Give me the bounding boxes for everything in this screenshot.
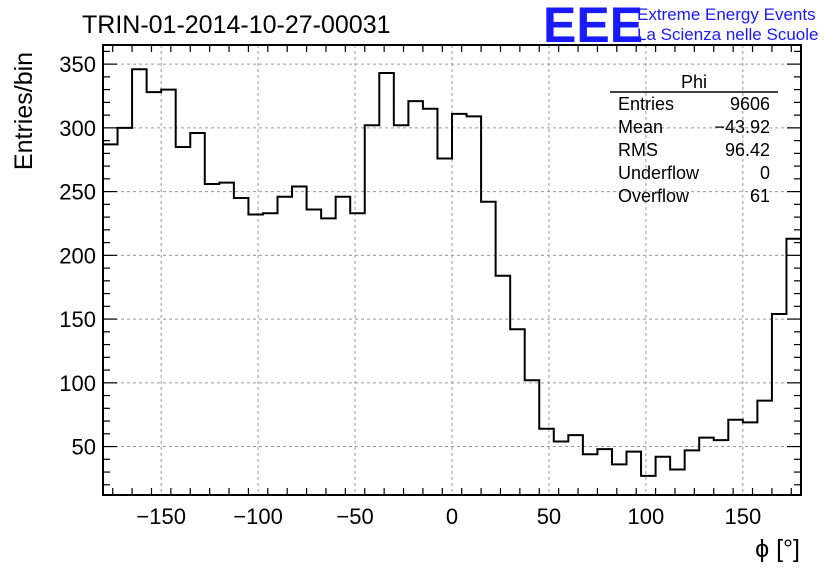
- y-tick-label: 350: [59, 52, 96, 77]
- x-tick-label: 100: [628, 504, 665, 529]
- y-tick-label: 100: [59, 371, 96, 396]
- logo-line-1: Extreme Energy Events: [637, 5, 816, 24]
- stats-label: Underflow: [618, 163, 700, 183]
- stats-label: RMS: [618, 140, 658, 160]
- stats-label: Entries: [618, 94, 674, 114]
- stats-value: 61: [750, 186, 770, 206]
- y-tick-label: 150: [59, 307, 96, 332]
- y-tick-label: 200: [59, 243, 96, 268]
- stats-label: Mean: [618, 117, 663, 137]
- grid-lines: [103, 45, 801, 495]
- eee-logo: EEE Extreme Energy Events La Scienza nel…: [543, 0, 818, 53]
- x-tick-label: −150: [136, 504, 186, 529]
- stats-label: Overflow: [618, 186, 690, 206]
- x-tick-label: 0: [446, 504, 458, 529]
- x-axis-title: ϕ [°]: [755, 535, 800, 563]
- stats-value: 9606: [730, 94, 770, 114]
- y-axis-ticks: 50 100 150 200 250 300 350: [59, 50, 801, 486]
- x-tick-label: 50: [537, 504, 561, 529]
- x-axis-ticks: −150 −100 −50 0 50 100 150: [112, 45, 792, 529]
- logo-line-2: La Scienza nelle Scuole: [637, 25, 818, 44]
- stats-box: Phi Entries 9606 Mean −43.92 RMS 96.42 Underfl…: [610, 72, 778, 206]
- stats-value: −43.92: [714, 117, 770, 137]
- y-tick-label: 250: [59, 180, 96, 205]
- stats-value: 96.42: [725, 140, 770, 160]
- y-tick-label: 300: [59, 116, 96, 141]
- y-tick-label: 50: [72, 435, 96, 460]
- x-tick-label: −50: [336, 504, 373, 529]
- stats-title: Phi: [681, 72, 707, 92]
- x-tick-label: −100: [233, 504, 283, 529]
- y-axis-title: Entries/bin: [10, 52, 38, 170]
- stats-value: 0: [760, 163, 770, 183]
- chart-title: TRIN-01-2014-10-27-00031: [82, 11, 391, 39]
- plot-frame: [102, 44, 802, 496]
- x-tick-label: 150: [724, 504, 761, 529]
- histogram-series: [103, 68, 802, 477]
